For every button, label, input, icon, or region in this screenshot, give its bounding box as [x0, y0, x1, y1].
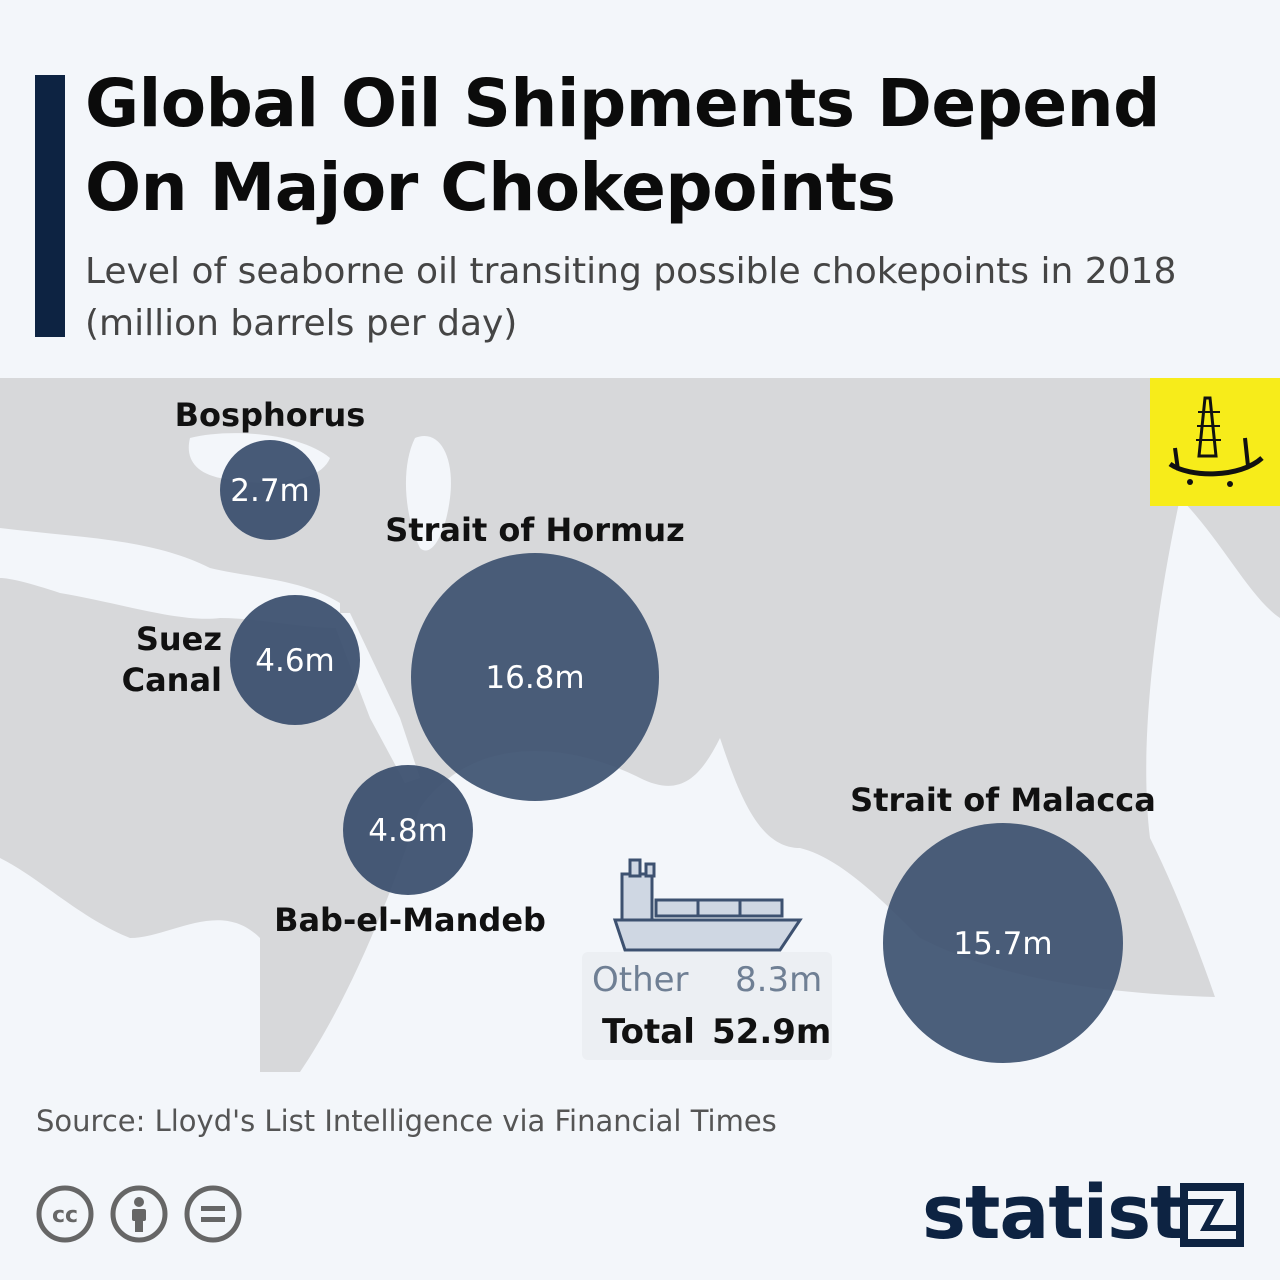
no-derivatives-icon[interactable]	[184, 1185, 242, 1243]
sea-caspian	[405, 436, 451, 551]
source-note: Source: Lloyd's List Intelligence via Fi…	[36, 1104, 777, 1138]
label-malacca: Strait of Malacca	[850, 781, 1156, 819]
page-subtitle: Level of seaborne oil transiting possibl…	[85, 251, 1177, 344]
other-label: Other	[592, 960, 689, 1000]
total-value: 52.9m	[712, 1012, 832, 1052]
creative-commons-icon[interactable]: cc	[36, 1185, 94, 1243]
bubble-malacca	[883, 823, 1123, 1063]
sea-mediterranean	[0, 528, 340, 628]
oil-tanker-icon	[612, 858, 803, 952]
sea-pacific	[1146, 498, 1280, 1072]
bubble-suez	[230, 595, 360, 725]
label-suez-line1: Suez	[136, 620, 222, 658]
page-title: Global Oil Shipments Depend On Major Cho…	[85, 65, 1160, 226]
corner-logo-badge	[1150, 378, 1280, 506]
value-bab: 4.8m	[368, 813, 448, 849]
other-value: 8.3m	[735, 960, 823, 1000]
title-accent-bar	[35, 75, 65, 337]
label-bosphorus: Bosphorus	[175, 396, 366, 434]
value-bosphorus: 2.7m	[230, 473, 310, 509]
label-hormuz: Strait of Hormuz	[385, 511, 684, 549]
bubble-bosphorus	[220, 440, 320, 540]
value-hormuz: 16.8m	[485, 660, 584, 696]
world-map: 2.7m 4.6m 16.8m 4.8m 15.7m Bosphorus Str…	[0, 378, 1280, 1072]
statista-logo-mark[interactable]	[1180, 1183, 1244, 1247]
bubble-hormuz	[411, 553, 659, 801]
attribution-person-icon[interactable]	[110, 1185, 168, 1243]
sea-atlantic	[0, 858, 260, 1072]
bubble-bab	[343, 765, 473, 895]
label-bab: Bab-el-Mandeb	[274, 901, 546, 939]
license-icons: cc	[36, 1185, 242, 1243]
svg-text:cc: cc	[52, 1203, 78, 1228]
other-total-panel	[582, 952, 832, 1060]
total-label: Total	[602, 1012, 695, 1052]
label-suez-line2: Canal	[122, 661, 222, 699]
map-canvas: 2.7m 4.6m 16.8m 4.8m 15.7m Bosphorus Str…	[0, 396, 1280, 1072]
value-suez: 4.6m	[255, 643, 335, 679]
value-malacca: 15.7m	[953, 926, 1052, 962]
